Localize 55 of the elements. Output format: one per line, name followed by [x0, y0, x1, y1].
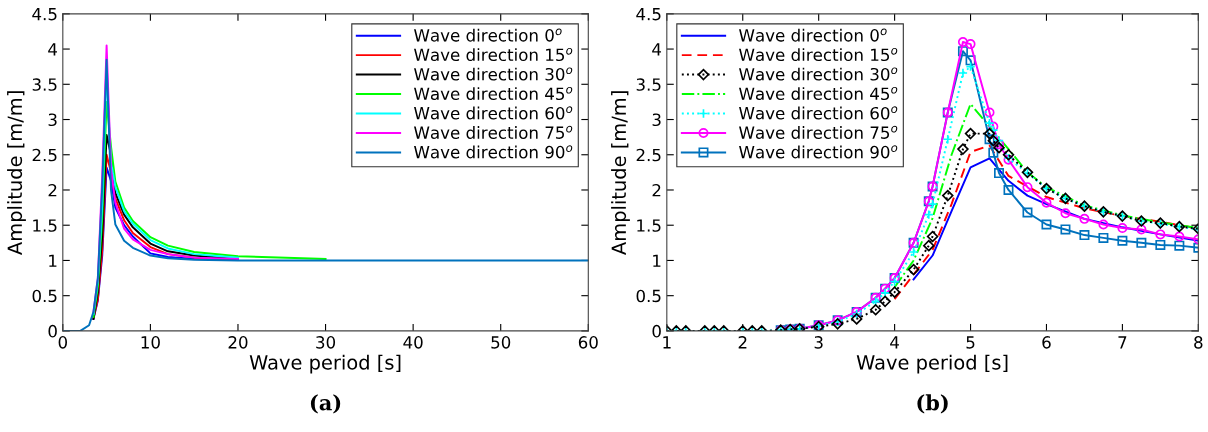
legend-label: Wave direction 45$^{o}$: [739, 86, 898, 101]
x-tick-label: 4: [890, 336, 899, 349]
x-tick-label: 50: [491, 336, 511, 349]
x-tick-label: 7: [1118, 336, 1127, 349]
legend-label: Wave direction 90$^{o}$: [414, 145, 573, 159]
y-tick-label: 0: [652, 324, 661, 338]
x-tick-label: 8: [1194, 336, 1203, 349]
y-tick-label: 3: [48, 113, 57, 127]
legend-label: Wave direction 15$^{o}$: [414, 47, 573, 62]
legend-label: Wave direction 15$^{o}$: [739, 47, 898, 62]
text: (a): [310, 394, 341, 414]
legend-label: Wave direction 30$^{o}$: [414, 67, 573, 81]
y-tick-label: 4: [652, 43, 662, 56]
legend-label: Wave direction 45$^{o}$: [414, 86, 573, 101]
legend-label: Wave direction 30$^{o}$: [739, 67, 898, 81]
y-tick-label: 1.5: [33, 219, 57, 232]
x-tick-label: 10: [141, 336, 160, 349]
y-tick-label: 2.5: [32, 148, 57, 162]
legend-label: Wave direction 75$^{o}$: [739, 125, 898, 139]
y-tick-label: 1: [49, 254, 57, 267]
y-tick-label: 0.5: [636, 289, 661, 303]
y-tick-label: 1: [653, 254, 661, 267]
legend-label: Wave direction 0$^{o}$: [739, 28, 887, 42]
x-tick-label: 60: [578, 336, 598, 349]
y-tick-label: 4.5: [636, 8, 661, 21]
x-tick-label: 2: [738, 336, 747, 349]
x-axis-title: Wave period [s]: [249, 354, 401, 374]
x-tick-label: 6: [1042, 336, 1051, 349]
y-tick-label: 4: [48, 43, 58, 56]
y-tick-label: 0: [48, 324, 57, 338]
y-tick-label: 4.5: [32, 8, 57, 21]
y-tick-label: 2: [48, 183, 57, 197]
y-tick-label: 3: [652, 113, 661, 127]
y-tick-label: 3.5: [636, 78, 661, 91]
y-tick-label: 1.5: [637, 219, 661, 232]
x-tick-label: 40: [403, 336, 423, 349]
x-tick-label: 20: [228, 336, 248, 349]
x-tick-label: 3: [814, 336, 823, 349]
legend-label: Wave direction 0$^{o}$: [414, 28, 562, 42]
y-axis-title: Amplitude [m/m]: [7, 91, 26, 255]
legend-label: Wave direction 60$^{o}$: [414, 106, 573, 120]
y-tick-label: 0.5: [32, 289, 57, 303]
legend-label: Wave direction 90$^{o}$: [739, 145, 898, 159]
x-tick-label: 1: [663, 336, 671, 349]
y-tick-label: 2.5: [636, 148, 661, 162]
x-axis-title: Wave period [s]: [856, 354, 1008, 374]
text: (b): [917, 394, 948, 414]
y-tick-label: 2: [652, 183, 661, 197]
x-tick-label: 0: [58, 336, 68, 349]
x-tick-label: 5: [966, 336, 975, 349]
y-axis-title: Amplitude [m/m]: [611, 91, 630, 255]
y-tick-label: 3.5: [32, 78, 57, 91]
x-tick-label: 30: [316, 336, 336, 349]
legend-label: Wave direction 75$^{o}$: [414, 125, 573, 139]
legend-label: Wave direction 60$^{o}$: [739, 106, 898, 120]
